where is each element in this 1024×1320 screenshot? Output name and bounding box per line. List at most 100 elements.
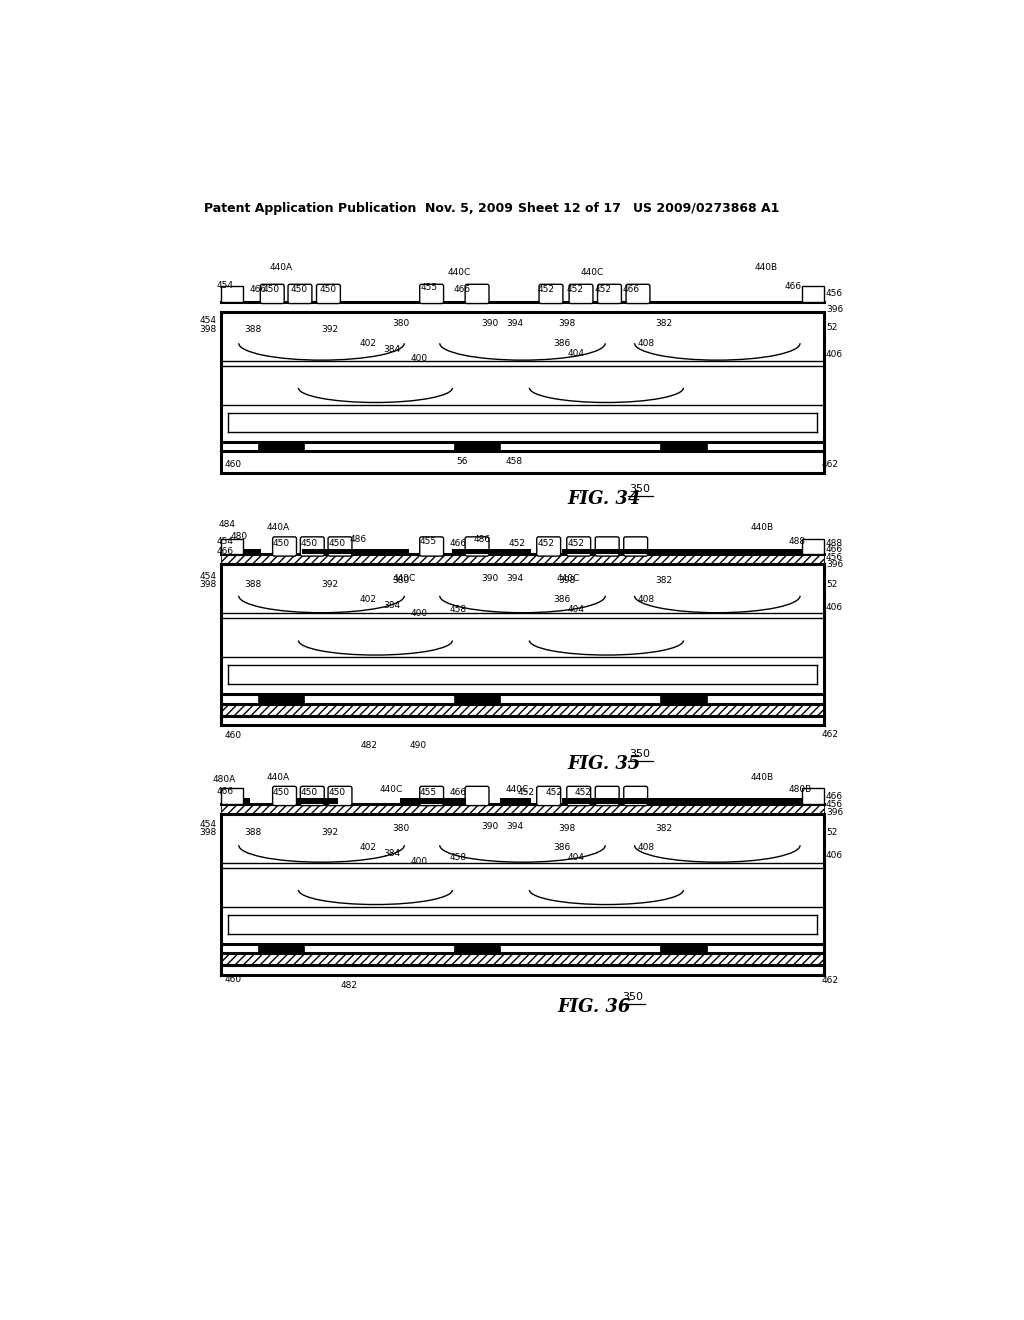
Text: 458: 458 [450,605,467,614]
FancyBboxPatch shape [316,284,340,304]
FancyBboxPatch shape [300,787,325,805]
Text: 380: 380 [392,319,410,329]
Text: 462: 462 [822,730,839,739]
Text: 484: 484 [219,520,237,529]
FancyBboxPatch shape [598,284,622,304]
Bar [660,944,707,954]
Text: 450: 450 [273,788,290,797]
Bar [221,804,823,813]
FancyBboxPatch shape [272,537,297,556]
Text: 480A: 480A [213,775,237,784]
Bar [802,286,823,302]
Text: 440C: 440C [581,268,604,277]
Text: 440B: 440B [751,774,773,781]
Text: 480B: 480B [788,785,812,795]
Bar [258,944,304,954]
Text: 440C: 440C [392,574,416,583]
FancyBboxPatch shape [624,787,647,805]
FancyBboxPatch shape [288,284,312,304]
Bar [221,554,823,564]
Text: 466: 466 [623,285,640,294]
Text: 350: 350 [630,748,650,759]
Text: US 2009/0273868 A1: US 2009/0273868 A1 [633,202,779,215]
Text: 452: 452 [538,539,555,548]
Text: 466: 466 [450,539,467,548]
Text: 452: 452 [595,285,612,294]
Text: 440B: 440B [751,524,773,532]
Text: 390: 390 [481,318,499,327]
Text: 398: 398 [200,829,217,837]
Bar [802,539,823,554]
Text: 394: 394 [506,822,523,832]
Text: 462: 462 [822,977,839,985]
Bar [562,549,802,554]
Text: 408: 408 [637,339,654,347]
FancyBboxPatch shape [328,537,352,556]
Bar [500,799,531,804]
Text: 406: 406 [826,603,843,611]
Text: 458: 458 [450,853,467,862]
Text: 388: 388 [245,829,262,837]
Text: 350: 350 [630,484,650,494]
Bar [221,704,823,715]
Text: 454: 454 [200,572,217,581]
Text: 454: 454 [200,315,217,325]
Text: 52: 52 [826,323,838,333]
FancyBboxPatch shape [420,787,443,805]
Bar [221,788,243,804]
Text: 384: 384 [383,345,400,354]
FancyBboxPatch shape [300,537,325,556]
Text: 482: 482 [341,981,357,990]
Text: 466: 466 [826,792,843,801]
Text: 440A: 440A [267,774,290,781]
Text: 392: 392 [322,581,339,590]
Bar [454,442,500,451]
Text: 386: 386 [553,339,570,347]
Text: 455: 455 [421,284,438,292]
Text: 452: 452 [546,788,562,797]
FancyBboxPatch shape [420,284,443,304]
Text: 384: 384 [383,602,400,610]
Text: 480: 480 [230,532,248,541]
Text: 462: 462 [822,461,839,470]
FancyBboxPatch shape [539,284,563,304]
Bar [660,442,707,451]
Text: 388: 388 [245,581,262,590]
FancyBboxPatch shape [566,537,591,556]
Text: 440C: 440C [506,784,528,793]
Text: 404: 404 [568,853,585,862]
Text: 482: 482 [360,741,378,750]
Text: FIG. 35: FIG. 35 [568,755,641,772]
Text: 440C: 440C [379,784,402,793]
Text: 486: 486 [473,535,490,544]
Text: 392: 392 [322,829,339,837]
Text: 466: 466 [217,546,233,556]
Text: 56: 56 [456,457,467,466]
Text: 386: 386 [553,595,570,605]
Text: 458: 458 [506,457,522,466]
FancyBboxPatch shape [260,284,285,304]
Text: 452: 452 [509,539,525,548]
Text: 454: 454 [217,537,233,546]
Text: 390: 390 [481,822,499,832]
Text: 450: 450 [301,788,317,797]
FancyBboxPatch shape [465,284,489,304]
Text: 455: 455 [419,537,436,545]
Text: 406: 406 [826,350,843,359]
FancyBboxPatch shape [569,284,593,304]
Bar [562,799,802,804]
FancyBboxPatch shape [595,787,620,805]
Text: 486: 486 [349,535,367,544]
Text: 400: 400 [411,354,428,363]
Bar [243,549,261,554]
FancyBboxPatch shape [420,537,443,556]
Text: 404: 404 [568,605,585,614]
Bar [802,788,823,804]
Text: 455: 455 [419,788,436,797]
Text: 382: 382 [655,319,673,329]
Text: 402: 402 [360,595,377,605]
Text: 450: 450 [291,285,308,294]
Text: 460: 460 [224,974,242,983]
Text: 456: 456 [826,553,843,562]
Bar [221,286,243,302]
